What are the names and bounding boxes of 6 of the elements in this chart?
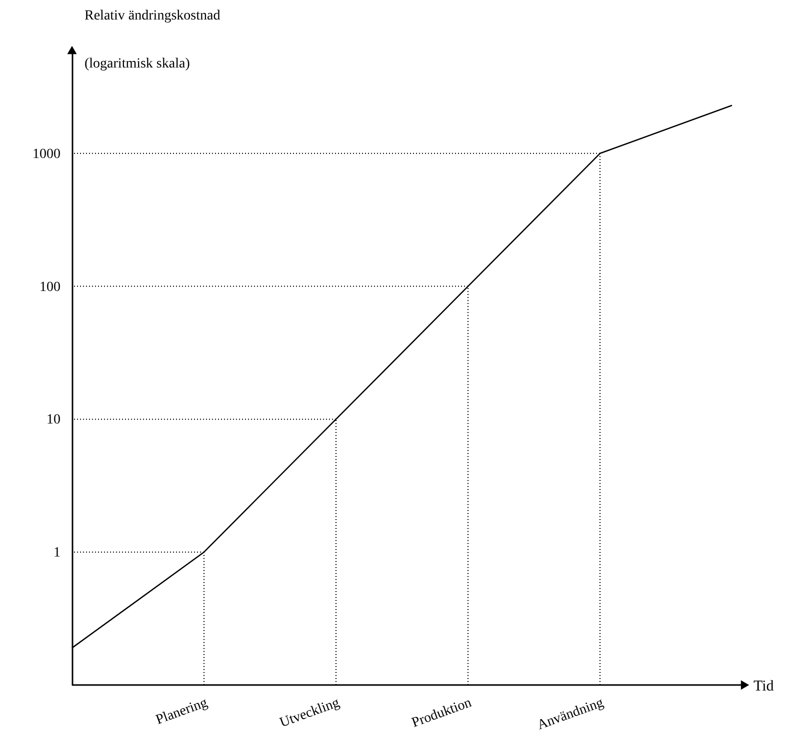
y-tick-label: 100	[40, 280, 60, 295]
x-axis-title: Tid	[754, 678, 774, 694]
y-tick-label: 10	[46, 412, 60, 428]
y-tick-label: 1	[54, 546, 60, 561]
text: Relativ ändringskostnad (logaritmisk skala)	[84, 8, 220, 72]
y-tick-label: 1000	[32, 146, 60, 162]
